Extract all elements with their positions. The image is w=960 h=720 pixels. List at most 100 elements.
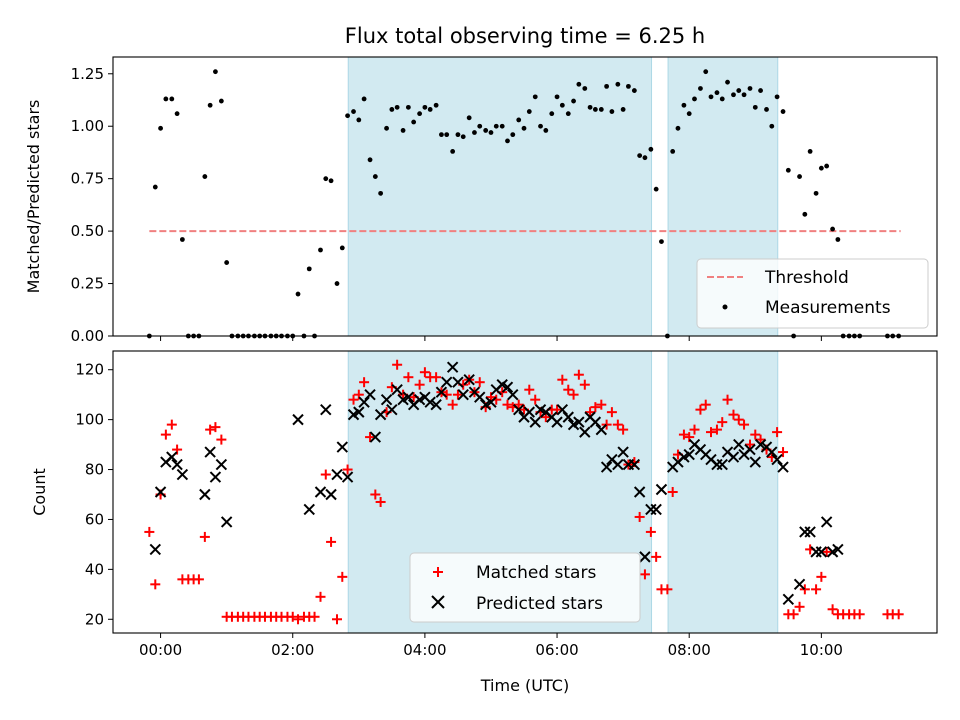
matched-star-point bbox=[585, 407, 596, 418]
bottom-axes-frame bbox=[112, 350, 938, 634]
matched-star-point bbox=[733, 414, 744, 425]
top-y-axis-label: Matched/Predicted stars bbox=[24, 100, 43, 294]
x-axis-label: Time (UTC) bbox=[480, 676, 569, 695]
measurement-point bbox=[543, 128, 549, 133]
matched-star-point bbox=[821, 546, 832, 557]
measurement-point bbox=[653, 186, 659, 192]
predicted-star-point bbox=[463, 373, 475, 386]
measurement-point bbox=[818, 165, 824, 171]
measurement-point bbox=[372, 174, 378, 179]
measurement-point bbox=[830, 226, 835, 232]
measurement-point bbox=[741, 92, 747, 98]
predicted-star-point bbox=[683, 448, 695, 461]
measurement-point bbox=[752, 104, 758, 110]
predicted-star-point bbox=[364, 388, 376, 401]
cross-stroke bbox=[204, 446, 216, 458]
measurement-point bbox=[780, 109, 786, 114]
predicted-star-point bbox=[374, 408, 387, 421]
cross-stroke bbox=[485, 396, 497, 408]
predicted-star-point bbox=[303, 503, 315, 516]
cross-stroke bbox=[431, 595, 445, 609]
predicted-star-point bbox=[551, 416, 563, 428]
measurement-point bbox=[422, 104, 428, 110]
matched-star-point bbox=[667, 487, 678, 497]
predicted-star-point bbox=[749, 456, 761, 468]
measurement-point bbox=[339, 245, 345, 251]
matched-star-point bbox=[403, 372, 414, 383]
x-tick-label: 08:00 bbox=[668, 641, 711, 659]
measurement-point bbox=[604, 83, 610, 89]
matched-star-point bbox=[563, 384, 574, 395]
cross-stroke bbox=[199, 488, 211, 501]
cross-stroke bbox=[600, 461, 613, 473]
predicted-star-point bbox=[353, 406, 365, 418]
predicted-star-point bbox=[727, 451, 740, 463]
measurement-point bbox=[505, 138, 510, 144]
cross-stroke bbox=[374, 408, 387, 421]
matched-star-point bbox=[678, 429, 689, 440]
matched-star-point bbox=[513, 399, 524, 410]
matched-star-point bbox=[728, 409, 739, 420]
cross-stroke bbox=[380, 393, 393, 406]
predicted-star-point bbox=[209, 471, 222, 483]
matched-star-point bbox=[342, 464, 353, 475]
cross-stroke bbox=[336, 441, 348, 453]
bottom-legend-box bbox=[409, 552, 641, 623]
cross-stroke bbox=[430, 398, 442, 411]
predicted-star-point bbox=[435, 386, 448, 398]
x-tick-label: 06:00 bbox=[535, 641, 578, 659]
measurement-point bbox=[417, 111, 423, 117]
matched-star-point bbox=[144, 526, 155, 537]
predicted-star-point bbox=[744, 443, 756, 456]
predicted-star-point bbox=[793, 578, 806, 591]
predicted-star-point bbox=[215, 458, 228, 471]
predicted-star-point bbox=[341, 471, 354, 483]
measurement-point bbox=[493, 123, 499, 129]
measurement-point bbox=[670, 148, 676, 154]
matched-star-point bbox=[210, 422, 221, 433]
measurement-point bbox=[384, 125, 389, 131]
predicted-star-point bbox=[777, 461, 789, 473]
cross-stroke bbox=[628, 458, 641, 471]
measurement-point bbox=[631, 88, 637, 93]
y-tick-label: 60 bbox=[85, 510, 104, 528]
measurement-point bbox=[213, 69, 218, 75]
cross-stroke bbox=[303, 503, 315, 516]
measurement-point bbox=[576, 81, 582, 87]
legend-predicted-label: Predicted stars bbox=[476, 594, 603, 614]
measurement-point bbox=[483, 128, 489, 133]
cross-stroke bbox=[176, 468, 189, 481]
predicted-star-point bbox=[589, 416, 602, 428]
cross-stroke bbox=[446, 361, 459, 373]
measurement-point bbox=[444, 132, 450, 138]
cross-stroke bbox=[793, 578, 806, 591]
matched-star-point bbox=[579, 379, 590, 390]
cross-stroke bbox=[589, 416, 602, 428]
matched-star-point bbox=[524, 384, 535, 395]
measurement-point bbox=[747, 86, 753, 91]
measurement-point bbox=[764, 107, 769, 112]
cross-stroke bbox=[353, 406, 365, 418]
cross-stroke bbox=[369, 431, 382, 443]
predicted-star-point bbox=[600, 461, 613, 473]
matched-star-point bbox=[557, 374, 568, 385]
measurement-point bbox=[356, 117, 362, 123]
matched-star-point bbox=[370, 489, 381, 500]
measurement-point bbox=[499, 123, 505, 129]
measurement-point bbox=[378, 190, 384, 196]
predicted-star-point bbox=[766, 446, 778, 458]
matched-star-point bbox=[293, 614, 304, 625]
cross-stroke bbox=[149, 543, 161, 556]
top-axes-frame bbox=[112, 56, 938, 337]
cross-stroke bbox=[556, 403, 569, 416]
matched-star-point bbox=[474, 377, 485, 388]
y-tick-label: 1.00 bbox=[71, 117, 104, 135]
matched-star-point bbox=[788, 609, 799, 620]
measurement-point bbox=[681, 102, 687, 108]
measurement-point bbox=[306, 266, 312, 272]
predicted-star-point bbox=[331, 468, 343, 481]
matched-star-point bbox=[216, 434, 227, 445]
bottom-legend: Matched stars Predicted stars bbox=[409, 552, 641, 623]
cross-stroke bbox=[832, 543, 844, 556]
y-tick-label: 120 bbox=[75, 361, 104, 379]
